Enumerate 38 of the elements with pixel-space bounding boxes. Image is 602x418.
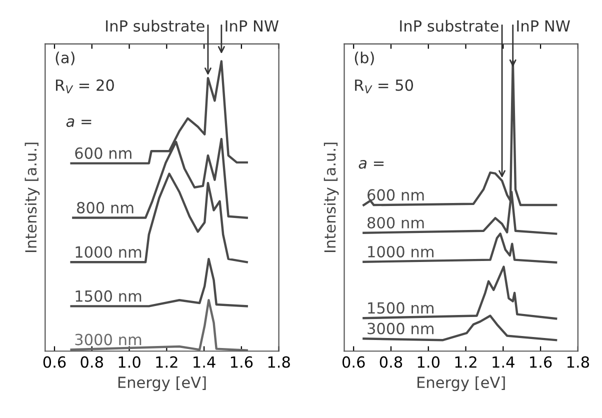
annotation: R$_{V}$ = 20 (56, 79, 114, 94)
x-tick-label: 1.8 (268, 356, 290, 368)
x-tick-label: 1.2 (455, 356, 476, 368)
annotation: InP NW (517, 20, 570, 32)
x-tick-label: 1.4 (194, 356, 216, 368)
x-tick-label: 0.8 (380, 356, 402, 368)
series-label: 1000 nm (368, 246, 434, 258)
series-label: 3000 nm (75, 334, 142, 346)
x-axis-title: Energy [eV] (118, 376, 206, 392)
annotation: a = (66, 118, 92, 128)
series-label: 1500 nm (368, 302, 434, 314)
x-tick-label: 1.0 (118, 356, 140, 368)
x-tick-label: 1.6 (230, 356, 253, 368)
x-tick-label: 0.6 (342, 356, 365, 368)
annotation: R$_{V}$ = 50 (355, 79, 414, 94)
annotation: (b) (354, 52, 374, 66)
series-label: 1000 nm (76, 246, 142, 258)
x-tick-label: 1.8 (567, 356, 590, 368)
annotation: (a) (56, 52, 74, 66)
y-axis-title: Intensity [a.u.] (24, 142, 40, 252)
series-label: 3000 nm (368, 322, 434, 334)
x-tick-label: 1.2 (156, 356, 178, 368)
x-tick-label: 0.8 (80, 356, 103, 368)
annotation: a = (358, 160, 384, 169)
x-tick-label: 1.6 (530, 356, 552, 368)
annotation: InP substrate (400, 20, 498, 32)
annotation: InP NW (226, 20, 279, 32)
x-tick-label: 0.6 (43, 356, 66, 368)
annotation: InP substrate (106, 20, 204, 32)
x-tick-label: 1.0 (418, 356, 440, 368)
series-label: 800 nm (368, 216, 424, 229)
x-tick-label: 1.4 (492, 356, 514, 368)
y-axis-title: Intensity [a.u.] (324, 142, 339, 252)
series-label: 600 nm (75, 147, 132, 159)
series-label: 600 nm (368, 189, 424, 201)
series-label: 800 nm (77, 202, 134, 214)
series-label: 1500 nm (76, 290, 142, 302)
x-axis-title: Energy [eV] (418, 376, 505, 392)
